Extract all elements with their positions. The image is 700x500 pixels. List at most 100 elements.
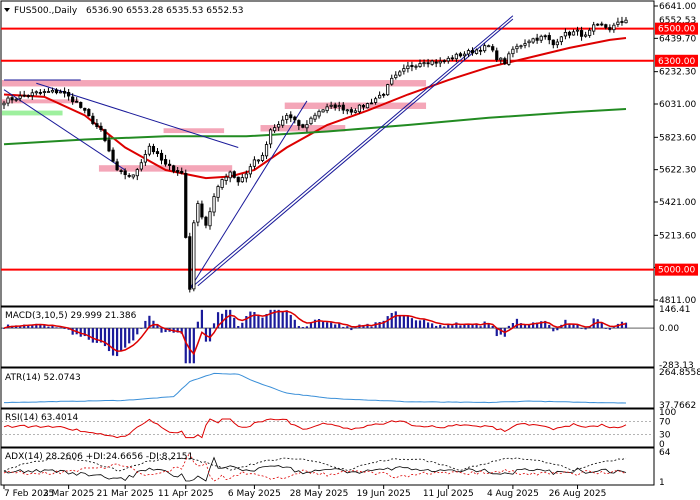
time-tick-label-9: 26 Aug 2025	[549, 489, 607, 499]
candle-body-20	[83, 107, 87, 111]
macd-bar-74	[301, 327, 304, 329]
macd-series	[1, 309, 654, 364]
candle-body-71	[289, 114, 293, 119]
macd-bar-81	[330, 322, 333, 329]
macd-bar-117	[475, 323, 478, 329]
candle-body-22	[91, 115, 95, 124]
candle-body-122	[495, 50, 499, 61]
candle-body-14	[58, 91, 63, 94]
candle-body-87	[353, 110, 357, 113]
macd-bar-131	[532, 322, 535, 329]
macd-bar-136	[552, 328, 555, 332]
candle-body-6	[26, 95, 30, 97]
macd-bar-19	[79, 328, 82, 337]
macd-bar-46	[188, 328, 191, 364]
macd-bar-24	[99, 328, 103, 343]
candle-body-123	[499, 57, 503, 61]
candle-body-82	[333, 104, 337, 108]
macd-bar-21	[87, 328, 90, 340]
macd-bar-8	[35, 323, 38, 329]
macd-bar-104	[422, 319, 426, 329]
macd-bar-40	[164, 328, 167, 333]
macd-bar-116	[471, 324, 474, 329]
time-tick-label-8: 4 Aug 2025	[487, 489, 539, 499]
macd-bar-112	[455, 322, 458, 329]
macd-bar-72	[293, 319, 296, 329]
candle-body-94	[382, 93, 386, 96]
candle-body-34	[139, 162, 143, 170]
candle-body-97	[394, 74, 398, 79]
macd-bar-86	[350, 328, 353, 331]
candle-body-102	[414, 65, 418, 68]
atr-tick-label-1: 37.7662	[659, 401, 696, 411]
zone-1	[2, 99, 79, 104]
macd-bar-106	[431, 323, 434, 329]
time-tick-label-2: 21 Mar 2025	[97, 489, 154, 499]
atr-line	[4, 372, 627, 404]
candle-body-0	[2, 102, 6, 106]
candle-body-59	[240, 177, 244, 183]
candle-body-24	[99, 125, 103, 130]
candle-body-83	[337, 105, 341, 108]
macd-bar-43	[176, 328, 179, 333]
candle-body-35	[143, 154, 147, 163]
macd-bar-93	[378, 321, 381, 329]
level-box-2	[655, 263, 698, 276]
candle-body-7	[30, 92, 34, 96]
candle-body-41	[167, 163, 172, 166]
macd-bar-70	[285, 310, 288, 329]
candle-body-60	[244, 173, 248, 179]
candle-body-75	[305, 124, 309, 129]
candle-body-143	[579, 30, 584, 37]
candle-body-55	[224, 176, 228, 181]
ma-line-1	[3, 108, 627, 146]
candle-body-28	[115, 161, 119, 171]
candle-body-106	[430, 60, 434, 65]
candle-body-15	[62, 90, 67, 94]
atr-tick-label-0: 264.8558	[659, 368, 700, 378]
macd-bar-134	[544, 320, 547, 329]
macd-bar-52	[212, 323, 216, 329]
candle-body-108	[438, 60, 442, 64]
candle-body-49	[200, 203, 204, 218]
macd-bar-23	[95, 328, 98, 343]
macd-bar-99	[402, 315, 405, 329]
candle-body-1	[6, 97, 10, 104]
rsi-tick-label-2: 30	[659, 430, 671, 440]
macd-bar-63	[257, 315, 260, 329]
candle-body-30	[123, 170, 127, 176]
candle-body-131	[531, 38, 535, 43]
macd-bar-51	[208, 328, 212, 342]
macd-bar-0	[2, 328, 6, 329]
macd-tick-label-1: 0.00	[659, 324, 679, 334]
macd-bar-141	[572, 324, 575, 329]
macd-bar-148	[600, 322, 603, 329]
adx-series	[3, 451, 627, 482]
rsi-series	[1, 418, 654, 439]
macd-bar-28	[115, 328, 119, 357]
collapse-triangle-icon[interactable]	[4, 8, 10, 12]
candle-body-103	[418, 63, 422, 67]
macd-bar-35	[144, 320, 147, 329]
levels-layer	[1, 27, 654, 271]
trend-line-3	[189, 100, 308, 290]
macd-bar-130	[527, 324, 531, 329]
candle-body-58	[236, 176, 240, 183]
atr-series	[4, 372, 627, 404]
macd-bar-38	[156, 324, 159, 329]
candle-body-43	[176, 170, 180, 173]
candle-body-53	[216, 186, 220, 198]
candle-body-74	[301, 124, 305, 128]
candle-body-134	[543, 35, 547, 38]
candle-body-50	[204, 216, 208, 226]
candle-body-72	[293, 116, 297, 121]
macd-bar-101	[410, 318, 414, 329]
candle-body-69	[281, 119, 285, 126]
candle-body-111	[450, 57, 454, 60]
candle-body-62	[252, 159, 257, 167]
macd-bar-143	[580, 328, 583, 329]
macd-bar-98	[398, 315, 401, 329]
candle-body-33	[135, 169, 139, 177]
candle-body-21	[87, 109, 91, 117]
current-price-label: 6552.53	[659, 16, 696, 26]
